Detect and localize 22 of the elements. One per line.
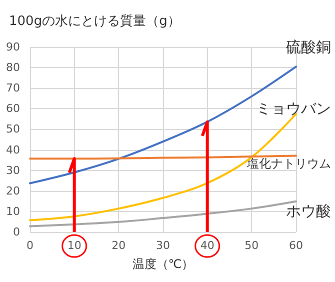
x-tick-label: 60 — [289, 239, 303, 252]
series-label: 硫酸銅 — [286, 38, 331, 56]
x-tick-label: 10 — [67, 239, 82, 252]
y-tick-label: 0 — [13, 226, 20, 238]
y-axis-title: 100gの水にとける質量（g） — [9, 14, 180, 29]
x-axis-title: 温度（℃） — [132, 257, 194, 271]
y-tick-label: 70 — [6, 82, 20, 95]
y-tick-label: 10 — [6, 204, 20, 218]
y-tick-label: 80 — [6, 61, 20, 74]
y-tick-label: 30 — [6, 164, 20, 177]
y-tick-label: 20 — [6, 184, 20, 198]
y-tick-label: 90 — [6, 40, 20, 54]
y-tick-label: 50 — [6, 122, 20, 136]
x-tick-label: 0 — [26, 239, 34, 252]
y-tick-label: 40 — [6, 143, 20, 156]
series-label: ミョウバン — [256, 100, 331, 118]
series-label: ホウ酸 — [286, 202, 331, 220]
x-tick-label: 50 — [244, 239, 259, 252]
x-tick-label: 30 — [156, 239, 170, 252]
x-tick-label: 20 — [112, 239, 126, 252]
y-tick-label: 60 — [6, 102, 20, 116]
x-tick-label: 40 — [200, 239, 214, 252]
